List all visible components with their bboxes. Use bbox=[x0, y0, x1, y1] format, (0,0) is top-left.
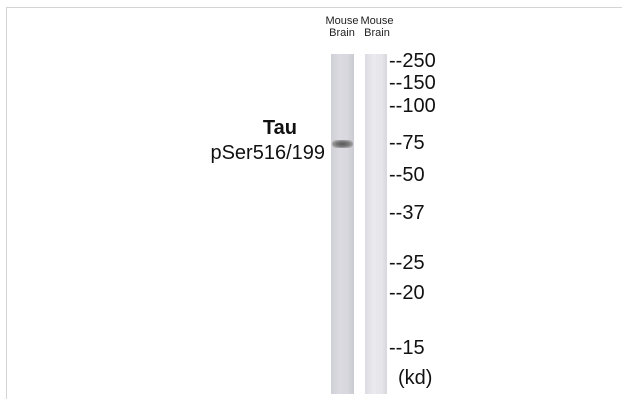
blot-lane-1 bbox=[331, 54, 354, 394]
marker-100: --100 bbox=[389, 95, 436, 117]
lane-1-label-line2: Brain bbox=[329, 27, 355, 39]
unit-label: (kd) bbox=[398, 367, 433, 389]
blot-lane-2 bbox=[365, 54, 387, 394]
protein-site-label: pSer516/199 bbox=[210, 142, 325, 164]
marker-20: --20 bbox=[389, 282, 425, 304]
frame-top-border bbox=[6, 7, 622, 8]
frame-left-border bbox=[6, 7, 7, 399]
marker-75: --75 bbox=[389, 132, 425, 154]
lane-1-label-line1: Mouse bbox=[325, 15, 359, 27]
lane-2-label-line2: Brain bbox=[364, 27, 390, 39]
lane-2-label-line1: Mouse bbox=[360, 15, 394, 27]
marker-250: --250 bbox=[389, 50, 436, 72]
protein-band bbox=[332, 140, 353, 148]
marker-25: --25 bbox=[389, 252, 425, 274]
lane-2-label: Mouse Brain bbox=[355, 15, 399, 39]
marker-37: --37 bbox=[389, 202, 425, 224]
marker-150: --150 bbox=[389, 72, 436, 94]
marker-50: --50 bbox=[389, 164, 425, 186]
lane-1-label: Mouse Brain bbox=[320, 15, 364, 39]
marker-15: --15 bbox=[389, 337, 425, 359]
protein-name-label: Tau bbox=[262, 117, 297, 139]
